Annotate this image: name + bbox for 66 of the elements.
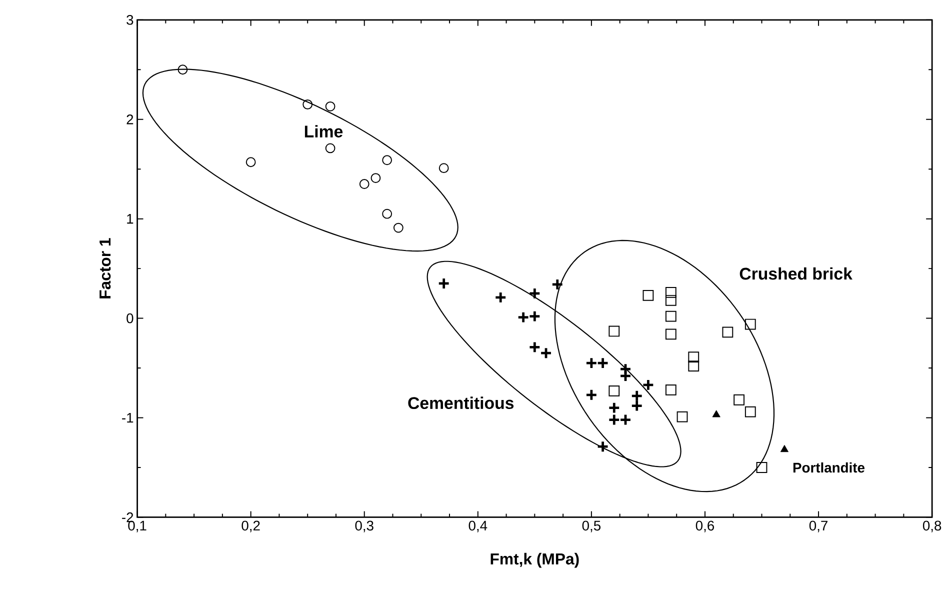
point (676, 411, 688, 422)
y-tick-label: -1 (122, 413, 134, 423)
point (722, 326, 734, 338)
point (665, 287, 676, 298)
point (734, 394, 744, 406)
text: Crushed brick (740, 267, 852, 280)
point (596, 440, 609, 453)
x-tick-label: 0,4 (468, 520, 488, 532)
point (302, 100, 313, 110)
point (665, 295, 676, 306)
point (540, 347, 552, 360)
point (744, 406, 756, 418)
point (756, 462, 768, 474)
point (630, 390, 644, 402)
y-tick-label: 3 (126, 15, 134, 25)
x-tick-label: 0,5 (582, 520, 600, 532)
point (325, 143, 336, 154)
point (744, 318, 756, 330)
point (688, 352, 700, 363)
point (494, 291, 507, 304)
y-tick-label: 2 (126, 114, 134, 124)
point (608, 386, 620, 396)
x-tick-label: 0,7 (809, 520, 828, 532)
point (712, 410, 720, 418)
point (551, 278, 564, 291)
point (528, 287, 541, 300)
point (642, 378, 654, 392)
point (325, 102, 336, 112)
point (608, 402, 620, 414)
point (665, 328, 676, 340)
point (642, 290, 654, 301)
point (528, 341, 541, 354)
y-tick-label: 0 (126, 313, 134, 324)
point (359, 179, 370, 190)
point (370, 173, 381, 184)
point (517, 311, 530, 324)
x-tick-label: 0,8 (922, 520, 942, 532)
point (382, 155, 392, 166)
point (246, 157, 256, 168)
point (608, 414, 620, 426)
text: Cementitious (408, 396, 514, 410)
x-tick-label: 0,6 (696, 520, 714, 532)
x-tick-label: 0,3 (355, 520, 374, 532)
point (596, 356, 609, 370)
point (630, 400, 644, 412)
point (688, 360, 700, 372)
point (608, 326, 620, 337)
point (665, 310, 676, 322)
point (438, 277, 450, 290)
point (585, 388, 598, 402)
x-axis-title: Fmt,k (MPa) (490, 553, 579, 568)
x-tick-label: 0,2 (242, 520, 260, 532)
point (178, 64, 188, 75)
point (528, 310, 541, 323)
y-tick-label: 1 (127, 214, 134, 224)
point (665, 384, 676, 396)
point (619, 370, 632, 382)
point (585, 356, 598, 370)
point (780, 445, 789, 452)
series-label: Portlandite (793, 462, 865, 473)
series-label: Lime (304, 125, 343, 138)
point (619, 414, 632, 426)
point (438, 163, 449, 174)
point (393, 222, 404, 233)
y-axis-title: Factor 1 (100, 238, 111, 298)
point (382, 208, 392, 219)
